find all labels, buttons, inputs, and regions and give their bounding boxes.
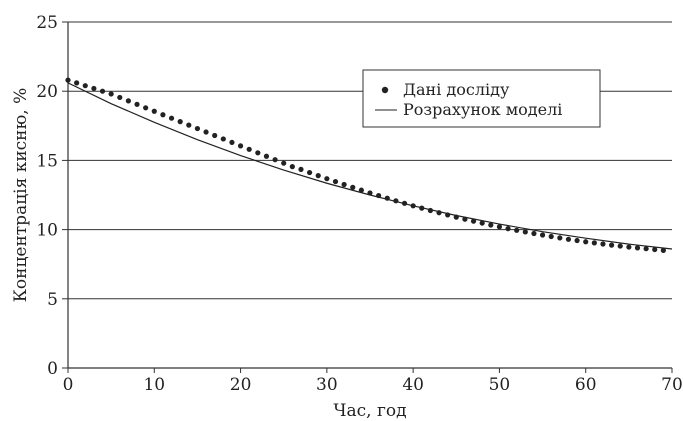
y-tick-label: 0 [47, 359, 58, 379]
data-point [583, 239, 589, 245]
legend-label-data: Дані досліду [403, 80, 510, 99]
data-point [496, 224, 503, 230]
data-point [419, 205, 425, 211]
data-point [557, 235, 563, 241]
axes [62, 21, 673, 373]
data-point [168, 115, 175, 121]
data-point [358, 187, 364, 193]
data-point [134, 101, 140, 107]
data-point [626, 244, 632, 250]
data-point [393, 198, 399, 204]
data-point [91, 85, 97, 92]
y-tick-label: 15 [36, 151, 58, 171]
gridlines [68, 21, 672, 300]
y-tick-labels: 0 5 10 15 20 25 [36, 13, 58, 379]
legend-label-model: Розрахунок моделі [403, 100, 562, 119]
data-point [401, 200, 408, 206]
data-point [229, 139, 235, 146]
x-axis-title: Час, год [333, 401, 406, 421]
data-point [203, 129, 209, 135]
data-point [652, 246, 658, 253]
x-tick-label: 10 [143, 375, 165, 395]
data-point [220, 136, 226, 142]
x-tick-label: 40 [402, 375, 424, 395]
data-point [194, 125, 201, 132]
x-tick-label: 70 [661, 375, 683, 395]
data-point [574, 237, 580, 244]
data-point [160, 112, 166, 118]
data-point [634, 245, 641, 251]
data-point [643, 246, 649, 252]
data-point [298, 166, 304, 172]
data-point [255, 150, 261, 156]
legend-box [362, 69, 601, 128]
data-point [376, 192, 382, 199]
data-point [177, 119, 183, 125]
data-point [263, 153, 270, 159]
data-point [609, 242, 615, 248]
data-point [410, 203, 416, 209]
data-point [212, 132, 218, 139]
data-point [307, 169, 313, 176]
data-point [281, 160, 287, 166]
data-series [65, 77, 666, 253]
data-point [462, 216, 468, 222]
data-point [488, 222, 494, 228]
data-point [99, 88, 106, 94]
data-point [315, 173, 321, 179]
data-point [514, 227, 520, 233]
data-point [470, 218, 477, 224]
data-point [289, 164, 295, 170]
x-tick-label: 60 [575, 375, 597, 395]
data-point [479, 220, 485, 226]
x-tick-label: 20 [230, 375, 252, 395]
x-tick-label: 0 [63, 375, 74, 395]
data-point [324, 176, 330, 182]
data-point [272, 157, 278, 163]
data-point [427, 207, 433, 214]
data-point [539, 232, 546, 238]
x-tick-label: 50 [489, 375, 511, 395]
data-point [246, 146, 252, 152]
data-point [548, 233, 554, 240]
data-point [237, 143, 244, 149]
y-tick-label: 20 [36, 82, 58, 102]
x-tick-label: 30 [316, 375, 338, 395]
data-point [617, 243, 623, 249]
data-point [82, 83, 88, 89]
data-point [332, 178, 339, 185]
data-point [522, 229, 528, 235]
data-point [350, 184, 356, 190]
y-tick-label: 5 [47, 290, 58, 310]
data-point [436, 210, 442, 216]
data-point [660, 247, 666, 253]
x-tick-labels: 0 10 20 30 40 50 60 70 [63, 375, 683, 395]
data-point [505, 226, 511, 232]
data-point [531, 230, 537, 237]
data-point [565, 236, 572, 242]
data-point [74, 80, 80, 86]
legend: Дані досліду Розрахунок моделі [362, 69, 601, 128]
data-point [65, 77, 71, 83]
data-point [367, 190, 373, 196]
data-point [445, 212, 451, 218]
y-axis-title: Концентрація кисню, % [11, 88, 31, 303]
y-tick-label: 25 [36, 13, 58, 33]
data-point [108, 91, 114, 97]
legend-marker-data [381, 86, 389, 94]
data-point [186, 122, 192, 128]
data-point [341, 181, 347, 188]
data-point [143, 105, 149, 111]
data-point [117, 94, 123, 101]
data-point [591, 240, 597, 246]
data-point [600, 241, 606, 247]
data-point [453, 214, 459, 220]
y-tick-label: 10 [36, 221, 58, 241]
data-point [384, 195, 390, 201]
data-point [125, 98, 131, 104]
data-point [151, 108, 157, 114]
